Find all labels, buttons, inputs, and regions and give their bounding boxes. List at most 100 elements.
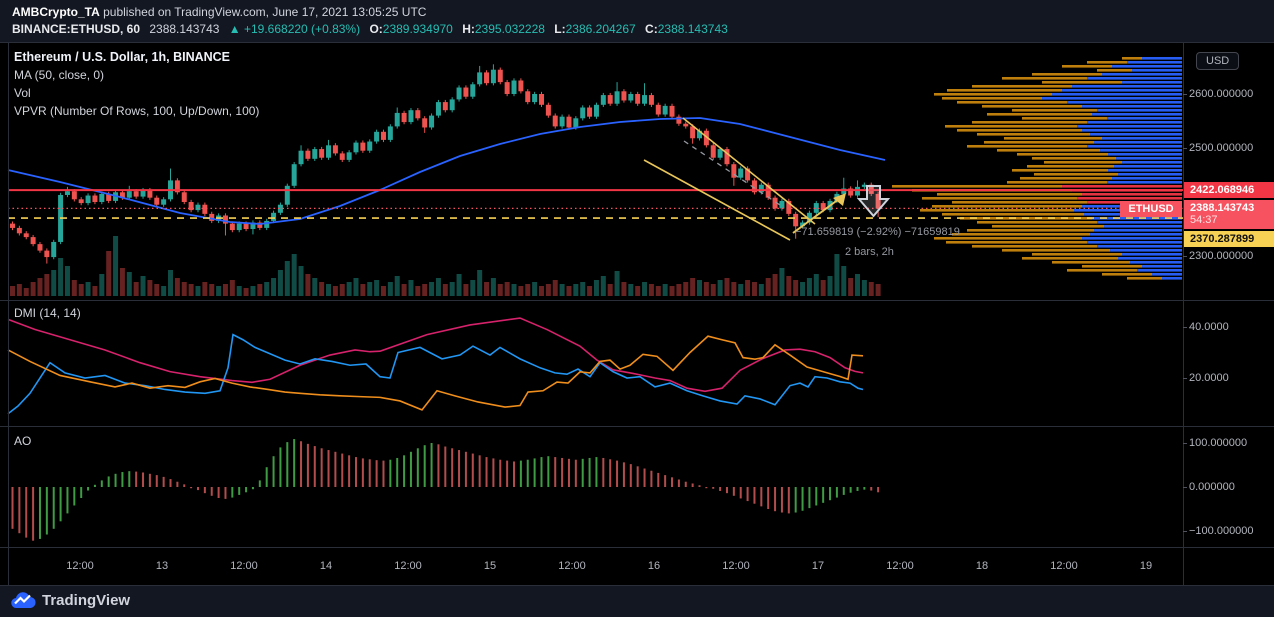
ao-bar [547, 456, 550, 487]
legend-dmi[interactable]: DMI (14, 14) [14, 306, 81, 320]
volume-bar [456, 274, 462, 296]
vpvr-up-segment [1130, 261, 1182, 264]
ao-bar [176, 481, 179, 487]
vpvr-down-segment [957, 101, 1067, 104]
ao-bar [128, 471, 131, 487]
main-pane-legend[interactable]: Ethereum / U.S. Dollar, 1h, BINANCE MA (… [14, 48, 259, 120]
candle-body [312, 149, 318, 159]
vpvr-down-segment [946, 241, 1087, 244]
ao-bar [581, 458, 584, 487]
candle-body [332, 145, 338, 154]
ao-bar [382, 460, 385, 487]
candle-body [284, 185, 290, 205]
vpvr-down-segment [1062, 65, 1112, 68]
volume-bar [401, 284, 407, 296]
volume-bar [731, 282, 737, 296]
vpvr-down-segment [1007, 181, 1107, 184]
ao-bar [595, 457, 598, 487]
vpvr-down-segment [1034, 173, 1118, 176]
ao-bar [767, 487, 770, 509]
ao-bar [774, 487, 777, 512]
volume-bar [717, 280, 723, 296]
pane-separator-ao[interactable] [0, 426, 1274, 427]
vpvr-up-segment [1118, 173, 1182, 176]
vpvr-up-segment [1102, 137, 1182, 140]
axis-tick-mark [1183, 378, 1187, 379]
volume-bar [607, 284, 613, 296]
plot-left-border [8, 42, 9, 585]
candle-body [642, 95, 648, 104]
pane-separator-dmi[interactable] [0, 300, 1274, 301]
ao-bar [822, 487, 825, 503]
candle-body [758, 184, 764, 193]
vpvr-down-segment [972, 85, 1072, 88]
candle-body [64, 191, 70, 195]
candle-body [140, 190, 146, 197]
candle-body [298, 150, 304, 165]
dmi-axis-label: 40.0000 [1189, 321, 1229, 333]
ao-bar [815, 487, 818, 506]
vpvr-down-segment [952, 233, 1090, 236]
close-value: 2388.143743 [657, 22, 728, 36]
ao-bar [334, 451, 337, 487]
tradingview-logo-icon[interactable] [10, 591, 37, 613]
volume-bar [477, 270, 483, 296]
vpvr-down-segment [987, 113, 1092, 116]
ao-bar [478, 455, 481, 487]
volume-bar [181, 282, 187, 296]
candle-body [573, 118, 579, 128]
ao-bar [719, 487, 722, 491]
time-axis-label: 13 [155, 560, 169, 572]
candle-body [669, 105, 675, 117]
ao-bar [80, 487, 83, 498]
candle-body [552, 115, 558, 127]
ao-bar [698, 485, 701, 487]
legend-vpvr[interactable]: VPVR (Number Of Rows, 100, Up/Down, 100) [14, 104, 260, 118]
ao-bar [38, 487, 41, 539]
volume-bar [648, 284, 654, 296]
ao-bar [863, 487, 866, 490]
volume-bar [463, 284, 469, 296]
header-separator [0, 42, 1274, 43]
legend-ao[interactable]: AO [14, 434, 32, 448]
volume-bar [600, 276, 606, 296]
candle-body [37, 244, 43, 251]
measure-bars-label: 2 bars, 2h [845, 246, 894, 258]
candle-body [751, 180, 757, 193]
ao-bar [341, 453, 344, 487]
ao-bar [107, 476, 110, 487]
candle-body [621, 91, 627, 101]
volume-bar [92, 286, 98, 296]
volume-bar [202, 282, 208, 296]
low-value: 2386.204267 [565, 22, 636, 36]
candle-body [435, 102, 441, 116]
candle-body [188, 202, 194, 211]
vpvr-up-segment [1118, 257, 1182, 260]
ao-bar [196, 487, 199, 491]
candle-body [504, 82, 510, 94]
candle-body [147, 190, 153, 198]
candle-body [497, 69, 503, 83]
tradingview-brand[interactable]: TradingView [42, 592, 131, 609]
vpvr-down-segment [1004, 137, 1102, 140]
currency-toggle-button[interactable]: USD [1196, 52, 1240, 70]
candle-body [422, 118, 428, 128]
channel-lower-line [643, 159, 791, 241]
vpvr-up-segment [1072, 85, 1182, 88]
ao-bar [32, 487, 35, 541]
time-axis-label: 12:00 [230, 560, 258, 572]
volume-bar [834, 254, 840, 296]
legend-ma[interactable]: MA (50, close, 0) [14, 68, 105, 82]
candle-body [429, 115, 435, 128]
candle-body [85, 195, 91, 204]
vpvr-down-segment [1087, 61, 1127, 64]
legend-title[interactable]: Ethereum / U.S. Dollar, 1h, BINANCE [14, 50, 231, 64]
candle-body [648, 95, 654, 105]
volume-bar [16, 284, 22, 296]
volume-bar [380, 286, 386, 296]
ao-bar [155, 475, 158, 487]
legend-vol[interactable]: Vol [14, 86, 31, 100]
volume-bar [106, 251, 112, 296]
candle-body [264, 220, 270, 228]
